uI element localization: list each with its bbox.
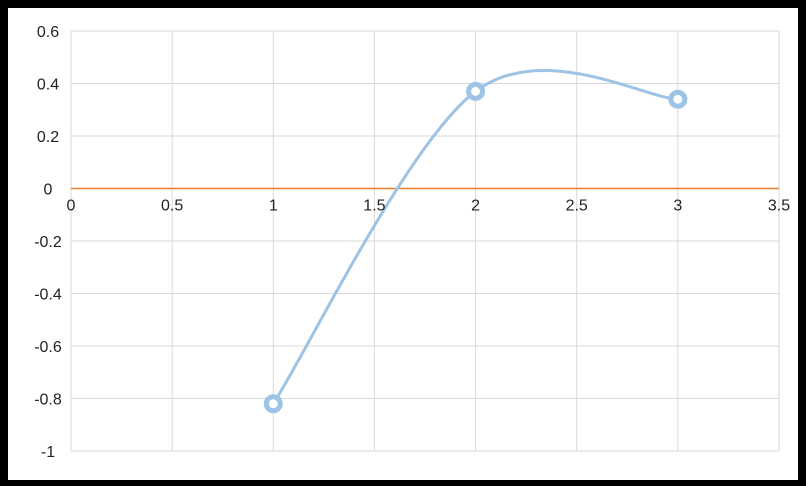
y-tick-label: 0.4 [37, 77, 59, 94]
x-tick-label: 3 [673, 198, 682, 215]
data-point-0 [263, 394, 283, 414]
x-tick-label: 1 [269, 198, 278, 215]
scatter-chart: -1 -0.8 -0.6 -0.4 -0.2 0 0.2 0.4 0.6 0 0.5 1 1.5 2 2.… [34, 24, 791, 461]
y-tick-label: -0.2 [34, 234, 62, 251]
data-point-2 [668, 89, 688, 109]
y-tick-label: -0.6 [34, 339, 62, 356]
x-tick-label: 0 [67, 198, 76, 215]
x-tick-label: 2 [471, 198, 480, 215]
y-axis-tick-labels: -1 -0.8 -0.6 -0.4 -0.2 0 0.2 0.4 0.6 [34, 24, 62, 461]
series-layer [263, 68, 688, 414]
y-tick-label: 0 [44, 182, 53, 199]
y-tick-label: -0.8 [34, 392, 62, 409]
data-point-1 [466, 81, 486, 101]
x-tick-label: 3.5 [768, 198, 790, 215]
y-tick-label: -1 [41, 444, 55, 461]
y-tick-label: 0.6 [37, 24, 59, 41]
chart-frame: -1 -0.8 -0.6 -0.4 -0.2 0 0.2 0.4 0.6 0 0.5 1 1.5 2 2.… [8, 8, 798, 480]
x-tick-label: 1.5 [363, 198, 385, 215]
x-tick-label: 2.5 [566, 198, 588, 215]
x-axis-tick-labels: 0 0.5 1 1.5 2 2.5 3 3.5 [67, 198, 791, 215]
series-line-0 [272, 68, 678, 405]
x-tick-label: 0.5 [161, 198, 183, 215]
y-tick-label: -0.4 [34, 287, 62, 304]
y-tick-label: 0.2 [37, 129, 59, 146]
